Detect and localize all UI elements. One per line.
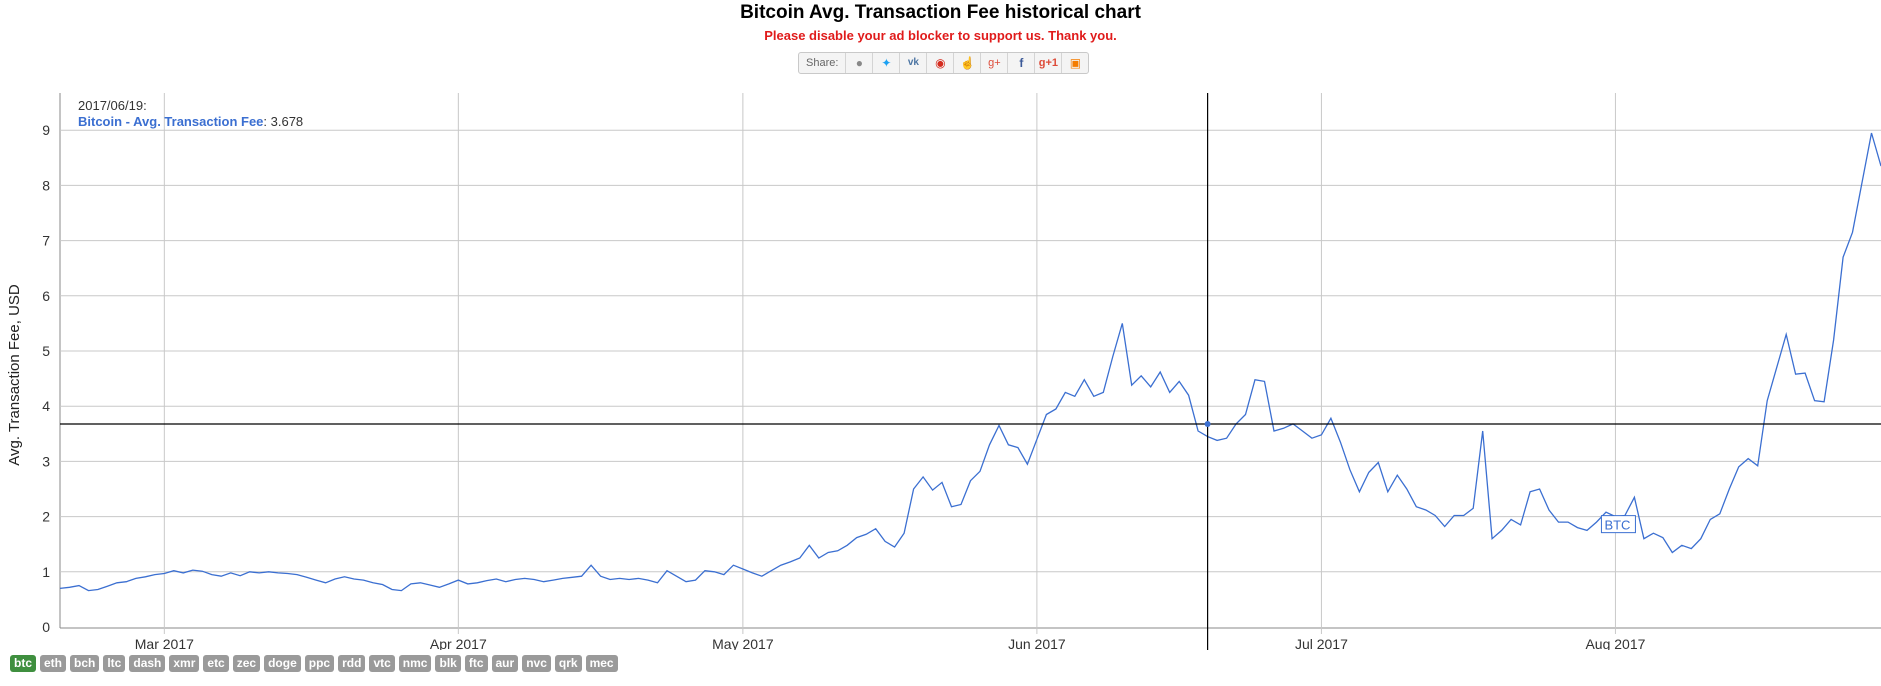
y-tick-label: 7: [42, 233, 50, 249]
btc-flag-label: BTC: [1604, 518, 1630, 533]
blogger-icon[interactable]: ▣: [1069, 56, 1082, 70]
y-tick-label: 8: [42, 177, 50, 193]
coin-button-nmc[interactable]: nmc: [398, 655, 432, 672]
ad-blocker-notice: Please disable your ad blocker to suppor…: [764, 28, 1117, 43]
y-tick-label: 6: [42, 288, 50, 304]
weibo-icon[interactable]: ◉: [927, 53, 955, 73]
coin-button-rdd[interactable]: rdd: [338, 655, 366, 672]
y-tick-label: 1: [42, 564, 50, 580]
coin-button-xmr[interactable]: xmr: [169, 655, 200, 672]
google-plus-one-icon[interactable]: g+1: [1035, 53, 1063, 73]
coin-button-zec[interactable]: zec: [232, 655, 261, 672]
x-tick-label: Apr 2017: [430, 636, 487, 650]
x-tick-label: Jun 2017: [1008, 636, 1066, 650]
y-tick-label: 5: [42, 343, 50, 359]
coin-button-etc[interactable]: etc: [203, 655, 229, 672]
y-tick-label: 2: [42, 509, 50, 525]
coin-button-qrk[interactable]: qrk: [554, 655, 582, 672]
coin-button-ppc[interactable]: ppc: [304, 655, 335, 672]
fee-line-chart[interactable]: 0 1 2 3 4 5 6 7 8 9 Mar 2017 Apr 2017 May 2017 Jun 2…: [0, 0, 1881, 650]
coin-button-bch[interactable]: bch: [70, 655, 100, 672]
tooltip-value-line: Bitcoin - Avg. Transaction Fee: 3.678: [78, 114, 303, 129]
like-icon[interactable]: ☝: [954, 53, 982, 73]
bottom-status-row: [0, 678, 1881, 686]
tooltip: 2017/06/19: Bitcoin - Avg. Transaction F…: [78, 98, 303, 129]
series-line-btc-fee: [59, 132, 1881, 592]
coin-button-btc[interactable]: btc: [10, 655, 36, 672]
tooltip-series-name: Bitcoin - Avg. Transaction Fee: [78, 114, 263, 129]
y-tick-label: 4: [42, 398, 50, 414]
y-axis-label: Avg. Transaction Fee, USD: [6, 284, 23, 466]
x-tick-label: Jul 2017: [1295, 636, 1348, 650]
facebook-icon[interactable]: f: [1008, 53, 1036, 73]
chart-title: Bitcoin Avg. Transaction Fee historical …: [740, 2, 1141, 23]
coin-button-eth[interactable]: eth: [40, 655, 66, 672]
google-plus-icon[interactable]: g+: [981, 53, 1009, 73]
coin-button-ftc[interactable]: ftc: [464, 655, 488, 672]
share-label: Share:: [799, 53, 847, 73]
coin-button-doge[interactable]: doge: [264, 655, 301, 672]
x-tick-label: Aug 2017: [1585, 636, 1645, 650]
tooltip-value: : 3.678: [263, 114, 303, 129]
btc-event-flag[interactable]: BTC: [1600, 515, 1636, 534]
x-tick-label: May 2017: [712, 636, 774, 650]
coin-button-nvc[interactable]: nvc: [522, 655, 551, 672]
vk-icon[interactable]: vk: [900, 53, 928, 73]
coin-button-vtc[interactable]: vtc: [369, 655, 395, 672]
y-tick-label: 9: [42, 122, 50, 138]
chart-grid: [59, 93, 1881, 634]
twitter-icon[interactable]: ✦: [873, 53, 901, 73]
y-tick-label: 0: [42, 619, 50, 635]
coin-button-dash[interactable]: dash: [129, 655, 166, 672]
crosshair-point: [1204, 420, 1211, 427]
x-tick-label: Mar 2017: [135, 636, 194, 650]
coin-selector: btc eth bch ltc dash xmr etc zec doge ppc rdd vtc nm…: [10, 655, 618, 672]
coin-button-mec[interactable]: mec: [585, 655, 618, 672]
x-axis-ticks: Mar 2017 Apr 2017 May 2017 Jun 2017 Jul 2017…: [135, 636, 1646, 650]
coin-button-aur[interactable]: aur: [491, 655, 519, 672]
share-bar: Share: ● ✦ vk ◉ ☝ g+ f g+1 ▣: [798, 52, 1090, 74]
coin-button-blk[interactable]: blk: [435, 655, 461, 672]
tooltip-date: 2017/06/19:: [78, 98, 147, 113]
y-tick-label: 3: [42, 453, 50, 469]
coin-button-ltc[interactable]: ltc: [103, 655, 126, 672]
y-axis-ticks: 0 1 2 3 4 5 6 7 8 9: [42, 122, 50, 635]
reddit-icon[interactable]: ●: [846, 53, 874, 73]
